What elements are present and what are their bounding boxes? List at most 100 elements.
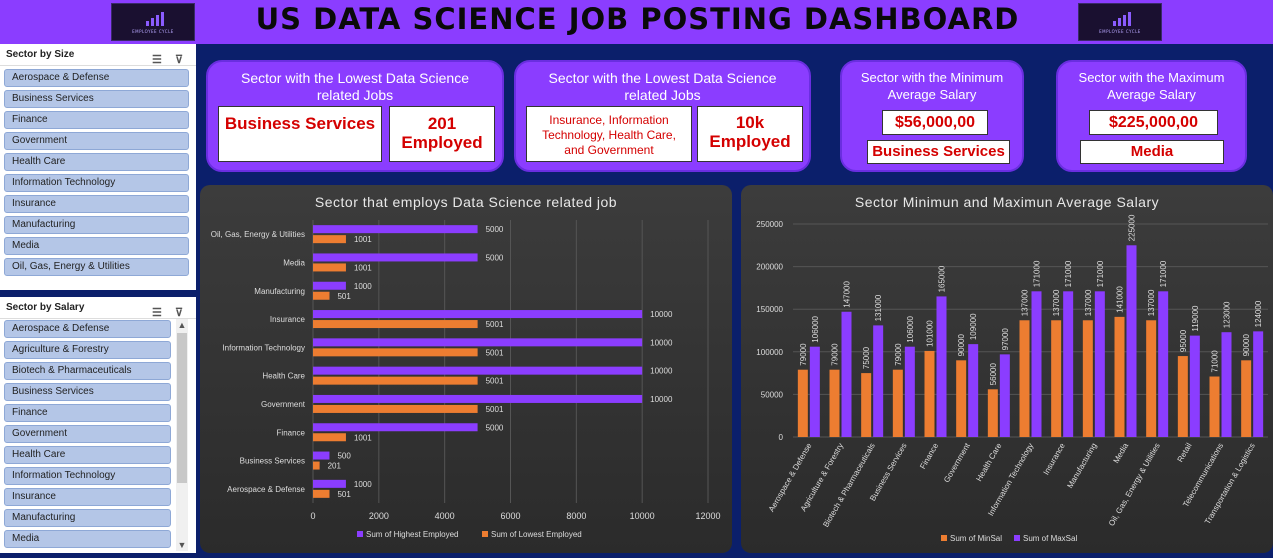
bar [1146, 320, 1157, 437]
slicer-item[interactable]: Business Services [4, 90, 189, 108]
data-label: 1000 [354, 480, 372, 489]
bar [313, 394, 643, 403]
y-tick-label: 100000 [756, 348, 783, 357]
employment-bar-chart: 0 2000 4000 6000 8000 10000 12000 Oil, Gas, Ene… [211, 220, 721, 539]
category-label: Manufacturing [254, 287, 305, 296]
multi-select-icon[interactable]: ☰ [152, 54, 162, 66]
clear-filter-icon[interactable]: ⊽ [175, 54, 184, 66]
legend-label: Sum of MinSal [950, 534, 1002, 543]
category-label: Finance [277, 428, 306, 437]
y-tick-label: 200000 [756, 263, 783, 272]
category-label: Aerospace & Defense [227, 485, 305, 494]
slicer-item[interactable]: Government [4, 425, 171, 443]
bar [1082, 320, 1093, 437]
data-label: 10000 [650, 338, 673, 347]
bar [873, 325, 884, 437]
data-label: 5000 [486, 253, 504, 262]
data-label: 119000 [1191, 305, 1200, 332]
scroll-thumb[interactable] [177, 333, 187, 483]
card-sector-value: Media [1080, 140, 1224, 164]
data-label: 123000 [1223, 301, 1232, 328]
slicer-item[interactable]: Media [4, 237, 189, 255]
multi-select-icon[interactable]: ☰ [152, 307, 162, 319]
x-tick-label: 8000 [566, 511, 586, 521]
bar [313, 366, 643, 375]
slicer-item[interactable]: Information Technology [4, 467, 171, 485]
bar [313, 235, 346, 244]
card-title: Sector with the Maximum Average Salary [1078, 70, 1225, 102]
slicer-item[interactable]: Finance [4, 111, 189, 129]
card-count-value: 201 Employed [389, 106, 495, 162]
slicer-item[interactable]: Media [4, 530, 171, 548]
slicer-item[interactable]: Aerospace & Defense [4, 69, 189, 87]
bar [313, 281, 346, 290]
card-title: Sector with the Lowest Data Science rela… [548, 70, 777, 103]
y-tick-label: 0 [779, 433, 784, 442]
x-tick-label: 4000 [435, 511, 455, 521]
slicer-item[interactable]: Manufacturing [4, 216, 189, 234]
slicer-sector-by-size: Sector by Size ☰ ⊽ Aerospace & Defense Bu… [0, 44, 196, 290]
data-label: 1001 [354, 235, 372, 244]
card-title: Sector with the Minimum Average Salary [860, 70, 1004, 102]
bar [1189, 335, 1200, 437]
card-min-salary: Sector with the Minimum Average Salary $… [840, 60, 1024, 172]
card-lowest-jobs: Sector with the Lowest Data Science rela… [206, 60, 504, 172]
category-label: Information Technology [222, 343, 305, 352]
data-label: 5001 [486, 405, 504, 414]
data-label: 124000 [1254, 300, 1263, 327]
chart-panel-salary: Sector Minimun and Maximun Average Salar… [741, 185, 1273, 553]
data-label: 106000 [906, 315, 915, 342]
bar [1031, 291, 1042, 437]
chart-panel-employment: Sector that employs Data Science related… [200, 185, 732, 553]
slicer-item[interactable]: Manufacturing [4, 509, 171, 527]
data-label: 137000 [1147, 289, 1156, 316]
card-max-salary: Sector with the Maximum Average Salary $… [1056, 60, 1247, 172]
slicer-item[interactable]: Information Technology [4, 174, 189, 192]
slicer-item[interactable]: Finance [4, 404, 171, 422]
slicer-item[interactable]: Government [4, 132, 189, 150]
slicer-item[interactable]: Aerospace & Defense [4, 320, 171, 338]
bar [313, 451, 330, 460]
bar [809, 346, 820, 437]
slicer-item[interactable]: Oil, Gas, Energy & Utilities [4, 258, 189, 276]
slicer-scrollbar[interactable]: ▲ ▼ [176, 319, 188, 551]
data-label: 1001 [354, 263, 372, 272]
bar [987, 389, 998, 437]
y-tick-label: 150000 [756, 305, 783, 314]
legend-swatch [941, 535, 947, 541]
slicer-item[interactable]: Agriculture & Forestry [4, 341, 171, 359]
bar [313, 263, 346, 272]
chart-logo-icon [1113, 12, 1131, 26]
data-label: 131000 [874, 294, 883, 321]
bar [1221, 332, 1232, 437]
data-label: 79000 [894, 343, 903, 366]
clear-filter-icon[interactable]: ⊽ [175, 307, 184, 319]
slicer-item[interactable]: Insurance [4, 488, 171, 506]
slicer-item[interactable]: Biotech & Pharmaceuticals [4, 362, 171, 380]
chart-title: Sector Minimun and Maximun Average Salar… [854, 194, 1160, 210]
chart-logo-icon [146, 12, 164, 26]
slicer-item[interactable]: Business Services [4, 383, 171, 401]
data-label: 95000 [1179, 329, 1188, 352]
slicer-item[interactable]: Insurance [4, 195, 189, 213]
data-label: 5000 [486, 225, 504, 234]
bar [1253, 331, 1264, 437]
slicer-item[interactable]: Health Care [4, 153, 189, 171]
scroll-up-icon[interactable]: ▲ [177, 320, 187, 330]
category-label: Health Care [262, 372, 305, 381]
card-count-value: 10k Employed [697, 106, 803, 162]
x-tick-label: 0 [310, 511, 315, 521]
bar [797, 369, 808, 437]
card-sector-value: Insurance, Information Technology, Healt… [526, 106, 692, 162]
data-label: 1000 [354, 282, 372, 291]
legend-swatch [1014, 535, 1020, 541]
data-label: 171000 [1033, 260, 1042, 287]
bar [956, 360, 967, 437]
data-label: 137000 [1021, 289, 1030, 316]
card-salary-value: $56,000,00 [882, 110, 988, 135]
data-label: 141000 [1116, 286, 1125, 313]
slicer-item[interactable]: Health Care [4, 446, 171, 464]
salary-bar-chart: 0500001000001500002000002500007900010600… [756, 214, 1268, 543]
scroll-down-icon[interactable]: ▼ [177, 540, 187, 550]
x-tick-label: 10000 [630, 511, 655, 521]
